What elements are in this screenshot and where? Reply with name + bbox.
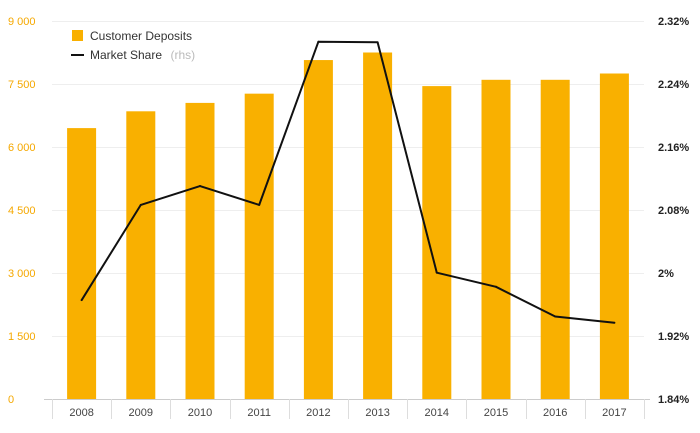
axes: 2008 2009 2010 2011 2012 2013 2014 2015 2016 2017… bbox=[8, 16, 689, 419]
left-tick-label-6: 9 000 bbox=[8, 16, 36, 28]
market-share-point-2009 bbox=[139, 203, 142, 206]
right-tick-label-0: 1.84% bbox=[658, 394, 689, 406]
left-tick-label-5: 7 500 bbox=[8, 79, 36, 91]
legend-label-customer-deposits: Customer Deposits bbox=[90, 29, 192, 43]
bar-2013 bbox=[363, 52, 393, 399]
x-tick-label-2015: 2015 bbox=[484, 407, 508, 419]
x-tick-label-2011: 2011 bbox=[247, 407, 271, 419]
bar-2008 bbox=[67, 128, 97, 399]
x-tick-label-2012: 2012 bbox=[306, 407, 330, 419]
right-tick-label-2: 2% bbox=[658, 268, 674, 280]
x-tick-label-2016: 2016 bbox=[543, 407, 567, 419]
market-share-point-2010 bbox=[199, 185, 201, 188]
market-share-point-2016 bbox=[554, 315, 557, 318]
right-tick-label-1: 1.92% bbox=[658, 331, 689, 343]
market-share-point-2011 bbox=[258, 203, 261, 206]
right-tick-label-5: 2.24% bbox=[658, 79, 689, 91]
legend-swatch-customer-deposits bbox=[72, 30, 83, 41]
left-tick-label-0: 0 bbox=[8, 394, 14, 406]
legend-label-market-share-note: (rhs) bbox=[170, 48, 195, 62]
bar-2017 bbox=[599, 73, 629, 399]
market-share-point-2013 bbox=[376, 41, 379, 44]
bar-2015 bbox=[481, 79, 511, 400]
x-tick-label-2013: 2013 bbox=[365, 407, 389, 419]
bar-2011 bbox=[244, 93, 274, 399]
left-tick-label-3: 4 500 bbox=[8, 205, 36, 217]
left-tick-label-2: 3 000 bbox=[8, 268, 36, 280]
market-share-line-layer bbox=[80, 40, 616, 324]
left-tick-label-1: 1 500 bbox=[8, 331, 36, 343]
bar-2009 bbox=[126, 111, 156, 400]
market-share-point-2012 bbox=[317, 40, 320, 43]
right-tick-label-6: 2.32% bbox=[658, 16, 689, 28]
bar-2010 bbox=[185, 102, 215, 400]
market-share-point-2008 bbox=[80, 299, 83, 302]
right-tick-label-3: 2.08% bbox=[658, 205, 689, 217]
legend-label-market-share-text: Market Share bbox=[90, 48, 162, 62]
market-share-point-2014 bbox=[435, 271, 438, 274]
market-share-line bbox=[80, 40, 615, 324]
x-tick-label-2008: 2008 bbox=[69, 407, 93, 419]
bars bbox=[67, 52, 629, 400]
bar-2014 bbox=[422, 86, 452, 399]
market-share-point-2017 bbox=[613, 321, 616, 324]
bar-2012 bbox=[303, 60, 333, 400]
bar-2016 bbox=[540, 79, 570, 400]
legend: Customer Deposits Market Share (rhs) bbox=[71, 29, 195, 63]
right-tick-label-4: 2.16% bbox=[658, 142, 689, 154]
x-tick-label-2017: 2017 bbox=[602, 407, 626, 419]
legend-label-market-share: Market Share (rhs) bbox=[90, 46, 195, 63]
market-share-point-2015 bbox=[495, 285, 497, 288]
x-tick-label-2009: 2009 bbox=[129, 407, 153, 419]
left-tick-label-4: 6 000 bbox=[8, 142, 36, 154]
x-tick-label-2010: 2010 bbox=[188, 407, 212, 419]
x-tick-label-2014: 2014 bbox=[425, 407, 449, 419]
